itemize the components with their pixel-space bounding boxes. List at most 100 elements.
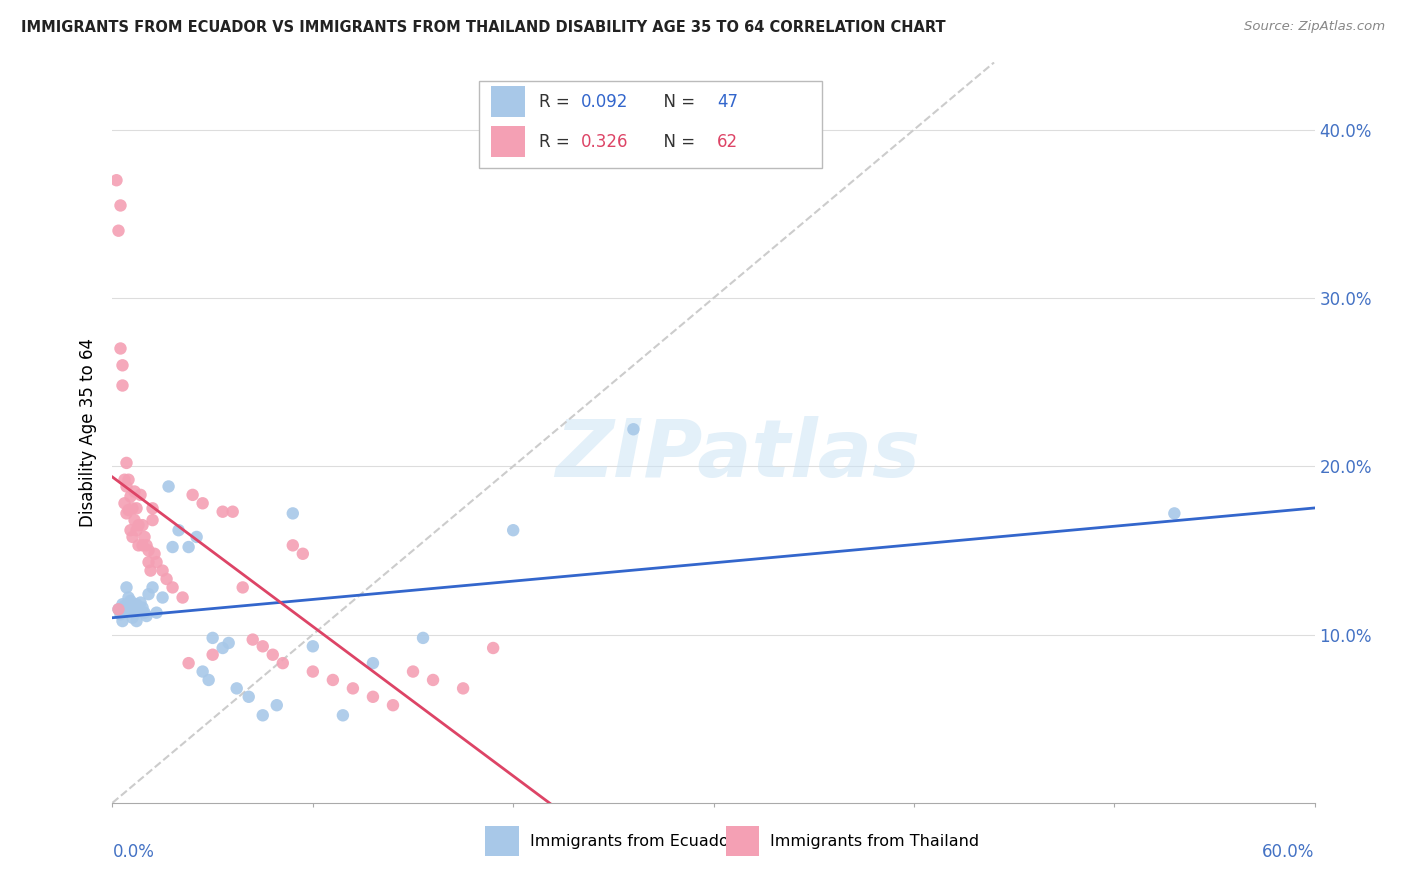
Point — [218, 636, 240, 650]
Point — [145, 555, 167, 569]
Point — [342, 681, 364, 696]
Point — [141, 581, 165, 595]
Text: 62: 62 — [717, 133, 738, 151]
Point — [451, 681, 474, 696]
Text: 0.0%: 0.0% — [112, 843, 155, 861]
Point — [262, 648, 284, 662]
Text: Immigrants from Thailand: Immigrants from Thailand — [770, 834, 979, 849]
Point — [222, 505, 245, 519]
Point — [302, 665, 325, 679]
Point — [125, 523, 148, 537]
Text: 0.092: 0.092 — [581, 93, 628, 111]
Text: N =: N = — [654, 133, 700, 151]
Point — [302, 640, 325, 654]
Point — [281, 538, 304, 552]
Point — [242, 632, 264, 647]
Point — [110, 342, 132, 356]
Point — [141, 513, 165, 527]
Point — [125, 501, 148, 516]
Point — [124, 606, 146, 620]
Point — [186, 530, 208, 544]
Point — [482, 640, 505, 655]
Point — [110, 198, 132, 212]
Point — [115, 456, 138, 470]
Point — [121, 602, 143, 616]
Point — [124, 513, 146, 527]
Point — [191, 496, 214, 510]
Point — [361, 656, 384, 670]
Point — [211, 505, 233, 519]
Point — [201, 631, 224, 645]
Text: N =: N = — [654, 93, 700, 111]
Point — [115, 581, 138, 595]
Point — [138, 543, 160, 558]
Point — [322, 673, 344, 687]
Point — [107, 602, 129, 616]
Point — [162, 540, 184, 554]
Point — [107, 224, 129, 238]
Point — [111, 378, 134, 392]
Point — [117, 473, 139, 487]
Point — [266, 698, 288, 713]
Point — [114, 606, 136, 620]
Point — [502, 523, 524, 537]
Point — [125, 614, 148, 628]
Point — [121, 530, 143, 544]
Point — [115, 479, 138, 493]
Point — [107, 602, 129, 616]
Text: 0.326: 0.326 — [581, 133, 628, 151]
Point — [138, 587, 160, 601]
Point — [152, 564, 174, 578]
Point — [412, 631, 434, 645]
Text: 47: 47 — [717, 93, 738, 111]
Point — [114, 599, 136, 613]
Point — [152, 591, 174, 605]
Point — [177, 540, 200, 554]
Text: Source: ZipAtlas.com: Source: ZipAtlas.com — [1244, 20, 1385, 33]
FancyBboxPatch shape — [491, 87, 524, 117]
Point — [115, 507, 138, 521]
Text: 60.0%: 60.0% — [1263, 843, 1315, 861]
Point — [143, 547, 166, 561]
Point — [252, 640, 274, 654]
Point — [120, 594, 142, 608]
Text: R =: R = — [540, 93, 575, 111]
Text: Immigrants from Ecuador: Immigrants from Ecuador — [530, 834, 735, 849]
Point — [105, 173, 128, 187]
Point — [281, 507, 304, 521]
Point — [134, 530, 156, 544]
Point — [117, 503, 139, 517]
Point — [232, 581, 254, 595]
Point — [211, 640, 233, 655]
Point — [291, 547, 314, 561]
FancyBboxPatch shape — [479, 81, 821, 169]
Point — [172, 591, 194, 605]
Point — [128, 518, 150, 533]
Point — [111, 614, 134, 628]
Point — [115, 604, 138, 618]
Point — [111, 597, 134, 611]
Point — [162, 581, 184, 595]
Point — [238, 690, 260, 704]
Point — [181, 488, 204, 502]
FancyBboxPatch shape — [491, 126, 524, 157]
Point — [157, 479, 180, 493]
Point — [361, 690, 384, 704]
Point — [128, 538, 150, 552]
Point — [129, 596, 152, 610]
Point — [135, 609, 157, 624]
Point — [135, 538, 157, 552]
Point — [141, 501, 165, 516]
Point — [114, 473, 136, 487]
Point — [110, 607, 132, 622]
Point — [225, 681, 247, 696]
Point — [138, 555, 160, 569]
FancyBboxPatch shape — [725, 827, 759, 856]
Point — [623, 422, 645, 436]
Point — [120, 490, 142, 504]
Point — [114, 496, 136, 510]
Point — [422, 673, 444, 687]
Point — [382, 698, 405, 713]
Text: ZIPatlas: ZIPatlas — [555, 416, 920, 494]
Point — [117, 591, 139, 605]
